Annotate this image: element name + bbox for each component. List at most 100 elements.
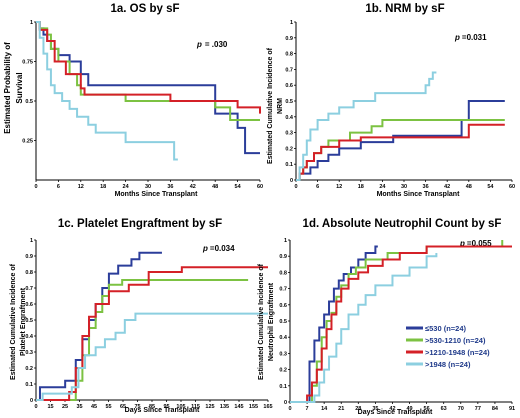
y-tick-label: 0.7: [25, 286, 33, 292]
y-tick-label: 0.4: [285, 115, 294, 121]
x-tick-label: 42: [389, 406, 395, 412]
y-tick-label: 1: [30, 20, 33, 26]
x-tick-label: 12: [78, 184, 84, 190]
y-tick-label: 0.2: [279, 368, 287, 374]
panel-1a-os: 1a. OS by sF p = .030 Months Since Transp…: [3, 3, 263, 198]
series-line-gt1948: [296, 71, 437, 181]
y-tick-label: 1: [30, 238, 33, 244]
y-tick-label: 0: [284, 400, 287, 406]
x-tick-label: 70: [458, 406, 464, 412]
x-tick-label: 36: [423, 184, 429, 190]
y-axis-label-line2: Neutrophil Engraftment: [268, 282, 275, 361]
x-tick-label: 65: [120, 404, 126, 410]
y-tick-label: 0.3: [279, 351, 287, 357]
x-tick-label: 49: [406, 406, 412, 412]
x-tick-label: 75: [134, 404, 140, 410]
series-line-1210_1948: [290, 245, 512, 403]
x-tick-label: 14: [321, 406, 328, 412]
x-axis-label: Days Since Transplant: [358, 409, 433, 416]
y-tick-label: 0.5: [285, 99, 293, 105]
y-tick-label: 0.6: [285, 83, 293, 89]
x-tick-label: 28: [355, 406, 361, 412]
series-line-1210_1948: [296, 123, 505, 181]
series-line-gt1948: [36, 312, 268, 401]
y-axis-label-line1: Estimated Probability of: [3, 42, 12, 134]
x-tick-label: 0: [34, 404, 37, 410]
x-tick-label: 24: [379, 184, 386, 190]
y-axis-label-line2: Platelet Engraftment: [20, 287, 27, 356]
series-line-530_1210: [290, 240, 504, 403]
y-tick-label: 0.5: [25, 318, 33, 324]
x-tick-label: 48: [212, 184, 218, 190]
x-tick-label: 0: [294, 184, 297, 190]
x-axis-label: Months Since Transplant: [115, 191, 199, 198]
x-tick-label: 54: [235, 184, 242, 190]
y-tick-label: 0.1: [285, 162, 293, 168]
y-tick-label: 0.1: [279, 384, 287, 390]
x-tick-label: 54: [487, 184, 494, 190]
legend-item-1210-1948: >1210-1948 (n=24): [425, 348, 490, 357]
x-tick-label: 30: [401, 184, 407, 190]
y-tick-label: 0.9: [25, 254, 33, 260]
x-tick-label: 7: [306, 406, 309, 412]
x-tick-label: 36: [167, 184, 173, 190]
x-tick-label: 95: [163, 404, 169, 410]
x-tick-label: 24: [123, 184, 130, 190]
x-tick-label: 60: [257, 184, 263, 190]
x-tick-label: 25: [62, 404, 68, 410]
p-value: p =0.055: [459, 239, 492, 248]
series-line-gt1948: [290, 252, 438, 403]
y-tick-label: 0.9: [279, 254, 287, 260]
y-axis-label-line2: NRM: [277, 98, 284, 114]
series-line-530_1210: [36, 279, 249, 401]
x-tick-label: 35: [76, 404, 82, 410]
y-tick-label: 0.2: [285, 146, 293, 152]
x-tick-label: 56: [424, 406, 430, 412]
x-tick-label: 35: [372, 406, 378, 412]
p-value: p = .030: [196, 40, 228, 49]
panel-1b-nrm: 1b. NRM by sF p =0.031 Months Since Trans…: [267, 3, 515, 198]
legend: ≤530 (n=24) >530-1210 (n=24) >1210-1948 …: [406, 324, 490, 369]
x-tick-label: 0: [288, 406, 291, 412]
y-axis-label-line1: Estimated Cumulative Incidence of: [267, 47, 274, 164]
p-value: p =0.031: [454, 33, 487, 42]
y-tick-label: 0.8: [25, 270, 33, 276]
y-tick-label: 0: [290, 178, 293, 184]
y-tick-label: 0.8: [285, 52, 293, 58]
y-axis-label-line1: Estimated Cumulative Incidence of: [258, 263, 265, 380]
p-value: p =0.034: [202, 244, 235, 253]
series-line-le530: [296, 100, 505, 181]
y-axis-label-line2: Survival: [15, 72, 24, 103]
x-tick-label: 155: [249, 404, 258, 410]
y-tick-label: 0.5: [25, 99, 33, 105]
x-axis-label: Days Since Transplant: [125, 407, 200, 414]
y-tick-label: 0.8: [279, 270, 287, 276]
x-tick-label: 45: [91, 404, 97, 410]
y-tick-label: 0.4: [25, 334, 34, 340]
panel-title: 1d. Absolute Neutrophil Count by sF: [303, 218, 502, 230]
panel-1d-anc: 1d. Absolute Neutrophil Count by sF p =0.…: [258, 218, 515, 416]
legend-item-530-1210: >530-1210 (n=24): [425, 336, 486, 345]
y-tick-label: 0.1: [25, 382, 33, 388]
series-line-530_1210: [296, 118, 505, 181]
x-tick-label: 63: [441, 406, 447, 412]
x-tick-label: 85: [149, 404, 155, 410]
panel-title: 1b. NRM by sF: [365, 3, 444, 15]
panel-title: 1c. Platelet Engraftment by sF: [58, 218, 222, 230]
y-tick-label: 0: [30, 398, 33, 404]
y-tick-label: 0.7: [279, 287, 287, 293]
x-tick-label: 135: [220, 404, 229, 410]
y-tick-label: 0.3: [285, 131, 293, 137]
y-tick-label: 0.5: [279, 319, 287, 325]
x-tick-label: 60: [509, 184, 515, 190]
series-line-le530: [36, 251, 162, 401]
x-tick-label: 21: [338, 406, 344, 412]
x-tick-label: 115: [191, 404, 200, 410]
y-tick-label: 0.4: [279, 335, 288, 341]
x-tick-label: 0: [34, 184, 37, 190]
x-tick-label: 145: [234, 404, 243, 410]
y-tick-label: 0.75: [22, 60, 33, 66]
y-tick-label: 0.25: [22, 139, 33, 145]
legend-item-gt1948: >1948 (n=24): [425, 360, 471, 369]
